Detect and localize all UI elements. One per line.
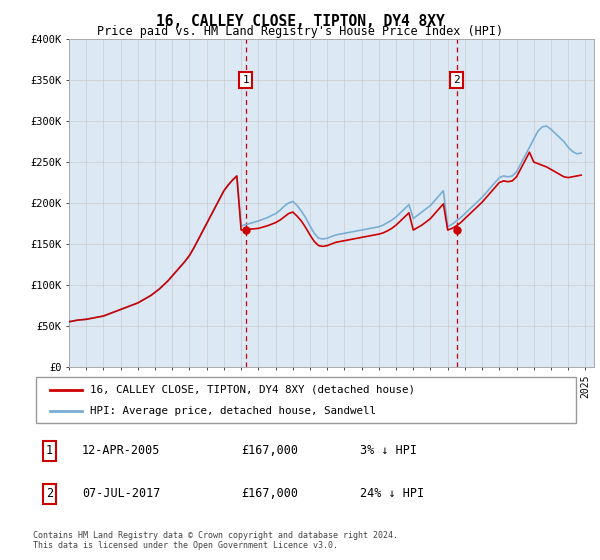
Text: 1: 1 [242,75,250,85]
Text: 3% ↓ HPI: 3% ↓ HPI [360,444,417,458]
Text: Contains HM Land Registry data © Crown copyright and database right 2024.
This d: Contains HM Land Registry data © Crown c… [33,531,398,550]
Text: HPI: Average price, detached house, Sandwell: HPI: Average price, detached house, Sand… [90,407,376,416]
Text: 2: 2 [453,75,460,85]
Text: Price paid vs. HM Land Registry's House Price Index (HPI): Price paid vs. HM Land Registry's House … [97,25,503,38]
FancyBboxPatch shape [36,377,576,423]
Text: 16, CALLEY CLOSE, TIPTON, DY4 8XY: 16, CALLEY CLOSE, TIPTON, DY4 8XY [155,14,445,29]
Text: 24% ↓ HPI: 24% ↓ HPI [360,487,424,500]
Text: 2: 2 [46,487,53,500]
Text: 12-APR-2005: 12-APR-2005 [82,444,160,458]
Text: 07-JUL-2017: 07-JUL-2017 [82,487,160,500]
Text: £167,000: £167,000 [241,444,298,458]
Text: 16, CALLEY CLOSE, TIPTON, DY4 8XY (detached house): 16, CALLEY CLOSE, TIPTON, DY4 8XY (detac… [90,385,415,395]
Text: £167,000: £167,000 [241,487,298,500]
Text: 1: 1 [46,444,53,458]
